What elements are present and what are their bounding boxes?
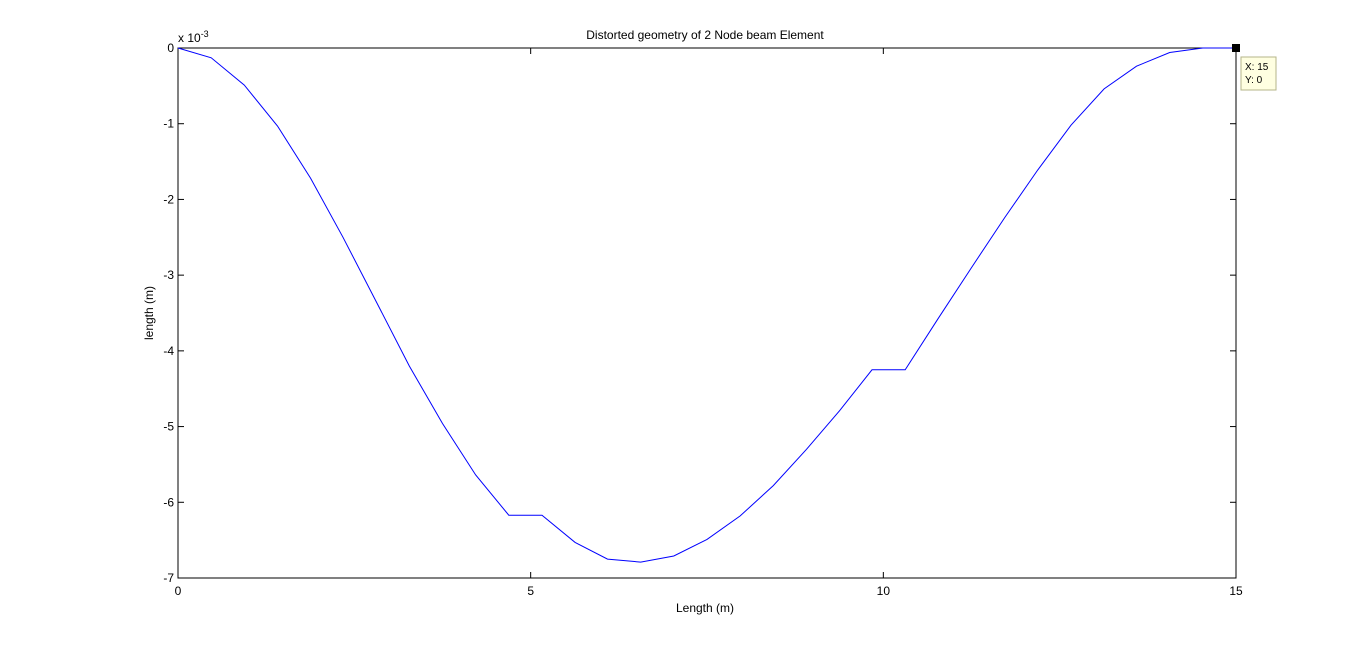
plot-area[interactable] bbox=[177, 47, 1237, 579]
y-tick-label: -4 bbox=[163, 344, 174, 358]
y-axis-scale-exponent: -3 bbox=[201, 29, 209, 39]
series-layer bbox=[177, 47, 1236, 563]
y-tick-label: -1 bbox=[163, 117, 174, 131]
y-tick-label: -6 bbox=[163, 495, 174, 509]
x-tick-label: 10 bbox=[877, 584, 891, 598]
x-axis-label: Length (m) bbox=[676, 601, 734, 615]
series-line[interactable] bbox=[177, 47, 1236, 563]
y-axis-ticks: 0 -1 -2 -3 -4 -5 -6 -7 bbox=[163, 41, 1236, 585]
y-tick-label: -3 bbox=[163, 268, 174, 282]
x-tick-label: 5 bbox=[527, 584, 534, 598]
y-axis-scale-factor: x 10-3 bbox=[178, 29, 209, 45]
datatip-x-text: X: 15 bbox=[1245, 62, 1269, 73]
y-tick-label: 0 bbox=[167, 41, 174, 55]
y-axis-label: length (m) bbox=[142, 286, 156, 340]
y-tick-label: -5 bbox=[163, 420, 174, 434]
datatip-marker[interactable] bbox=[1232, 44, 1240, 52]
y-tick-label: -7 bbox=[163, 571, 174, 585]
y-tick-label: -2 bbox=[163, 192, 174, 206]
datatip-y-text: Y: 0 bbox=[1245, 75, 1263, 86]
datatip-box[interactable] bbox=[1240, 56, 1277, 91]
x-tick-label: 0 bbox=[175, 584, 182, 598]
x-tick-label: 15 bbox=[1229, 584, 1243, 598]
datatip[interactable]: X: 15 Y: 0 bbox=[1232, 44, 1277, 91]
chart-title: Distorted geometry of 2 Node beam Elemen… bbox=[586, 28, 824, 42]
